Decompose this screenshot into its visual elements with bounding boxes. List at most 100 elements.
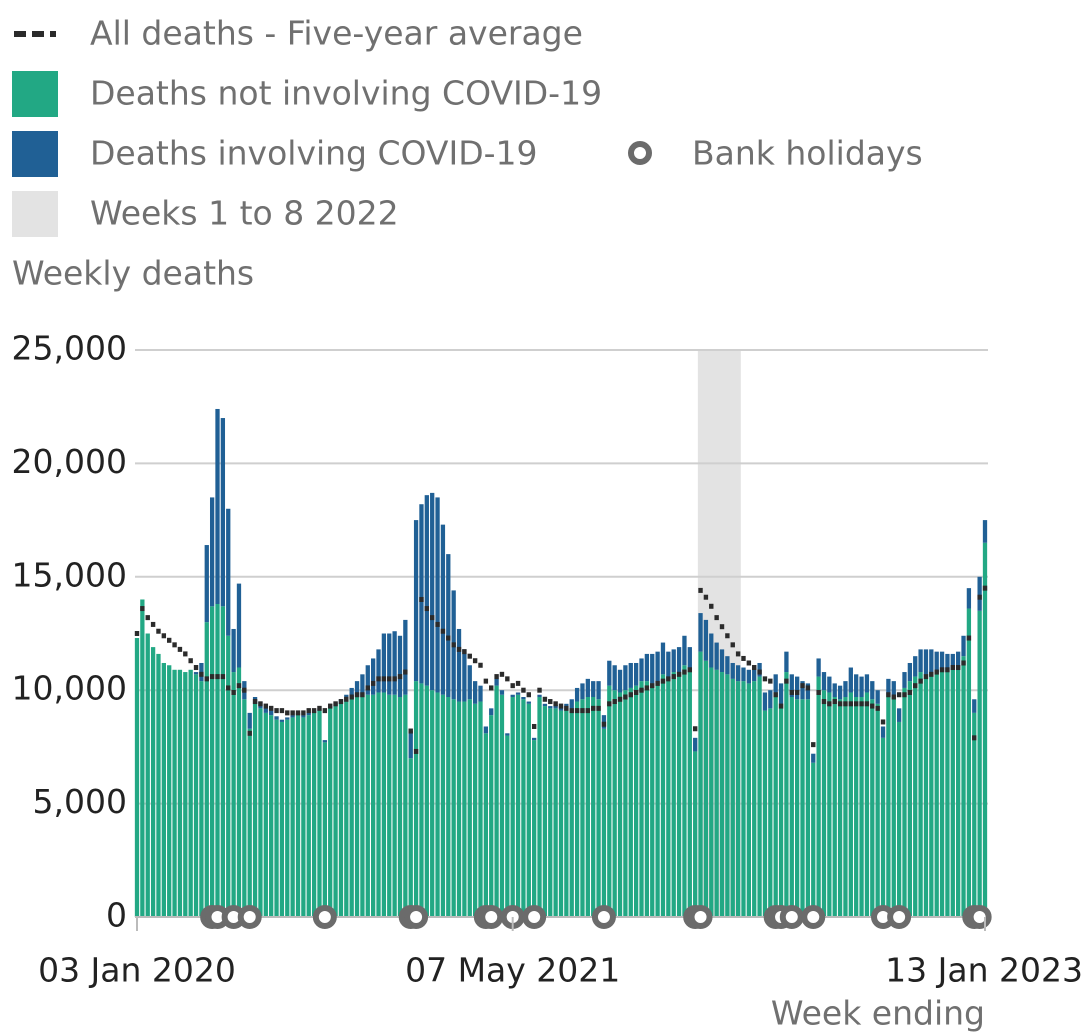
bar-segment (424, 685, 429, 917)
average-dash (811, 742, 816, 748)
bar-segment (617, 692, 623, 917)
bar-segment (413, 520, 419, 682)
bar-segment (226, 508, 231, 636)
bar-segment (891, 681, 896, 698)
average-dash (558, 703, 564, 709)
bar-segment (505, 735, 510, 917)
average-dash (848, 701, 854, 707)
average-dash (709, 603, 714, 609)
average-dash (633, 689, 639, 695)
y-tick-label: 0 (106, 896, 127, 935)
average-dash (381, 676, 387, 682)
average-dash (134, 631, 140, 636)
legend-label: All deaths - Five-year average (90, 14, 583, 53)
bank-holiday-marker (237, 905, 262, 929)
bar-segment (569, 708, 574, 917)
bar-segment (816, 658, 821, 677)
bar-segment (800, 681, 805, 700)
average-dash (628, 692, 633, 698)
bar-segment (542, 706, 548, 917)
average-dash (403, 669, 408, 675)
average-dash (467, 653, 472, 659)
legend-swatch (12, 191, 58, 237)
legend-swatch (14, 31, 26, 37)
average-dash (311, 708, 317, 714)
bar-segment (821, 672, 827, 691)
bar-segment (419, 683, 424, 917)
bar-segment (472, 703, 478, 917)
bar-segment (311, 712, 317, 917)
bar-segment (392, 631, 397, 695)
average-dash (853, 701, 859, 707)
average-dash (515, 680, 521, 686)
average-dash (365, 685, 370, 691)
bar-segment (682, 665, 687, 917)
average-dash (301, 710, 306, 716)
average-dash (408, 728, 413, 734)
bar-segment (247, 712, 252, 729)
average-dash (537, 687, 542, 693)
bar-segment (934, 651, 939, 673)
legend-label: Deaths involving COVID-19 (90, 134, 538, 173)
bar-segment (328, 708, 333, 917)
bar-segment (827, 692, 832, 917)
bar-segment (709, 667, 714, 917)
bar-segment (929, 649, 934, 673)
bar-segment (317, 710, 322, 917)
bar-segment (655, 651, 660, 682)
bar-segment (537, 694, 542, 698)
legend: All deaths - Five-year average Deaths no… (12, 14, 923, 237)
average-dash (913, 683, 918, 689)
bar-segment (795, 676, 800, 700)
bar-segment (950, 669, 955, 917)
average-dash (231, 689, 236, 695)
legend-label: Bank holidays (692, 134, 923, 173)
average-dash (725, 633, 730, 639)
bar-segment (945, 672, 950, 917)
bar-segment (569, 699, 574, 709)
bar-segment (612, 690, 617, 917)
bar-segment (961, 635, 966, 657)
bar-segment (591, 697, 596, 917)
average-dash (650, 683, 655, 689)
x-tick-label: 13 Jan 2023 (885, 951, 1083, 990)
bar-segment (633, 685, 639, 917)
average-dash (945, 667, 950, 673)
bar-segment (204, 545, 209, 623)
bar-segment (773, 674, 778, 693)
average-dash (177, 646, 183, 652)
average-dash (762, 676, 768, 682)
bar-segment (231, 672, 236, 917)
y-tick-label: 10,000 (12, 669, 127, 708)
bank-holiday-marker (779, 905, 804, 929)
average-dash (827, 701, 832, 707)
average-dash (494, 674, 499, 680)
average-dash (548, 699, 553, 705)
average-dash (923, 674, 929, 680)
average-dash (161, 633, 167, 639)
bar-segment (966, 608, 972, 917)
bar-segment (676, 672, 682, 917)
average-dash (188, 658, 193, 664)
bar-segment (140, 599, 145, 917)
bar-segment (279, 721, 285, 917)
average-dash (891, 694, 896, 700)
bar-segment (714, 669, 719, 917)
average-dash (977, 594, 982, 600)
average-dash (660, 678, 666, 684)
bar-segment (360, 697, 365, 917)
average-dash (612, 699, 617, 705)
average-dash (226, 685, 231, 691)
bar-segment (532, 737, 537, 741)
bar-segment (682, 635, 687, 666)
bar-segment (585, 697, 590, 917)
x-tick-label: 03 Jan 2020 (38, 951, 236, 990)
bar-segment (972, 699, 977, 713)
bar-segment (843, 697, 848, 917)
bar-segment (660, 642, 666, 675)
bar-segment (848, 692, 853, 917)
average-dash (354, 692, 360, 698)
average-dash (199, 671, 204, 677)
average-dash (714, 615, 719, 621)
bar-segment (601, 728, 607, 917)
